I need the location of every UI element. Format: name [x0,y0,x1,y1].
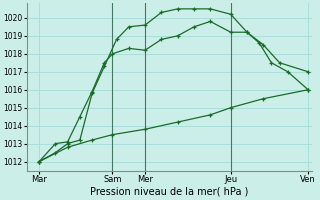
X-axis label: Pression niveau de la mer( hPa ): Pression niveau de la mer( hPa ) [90,187,249,197]
